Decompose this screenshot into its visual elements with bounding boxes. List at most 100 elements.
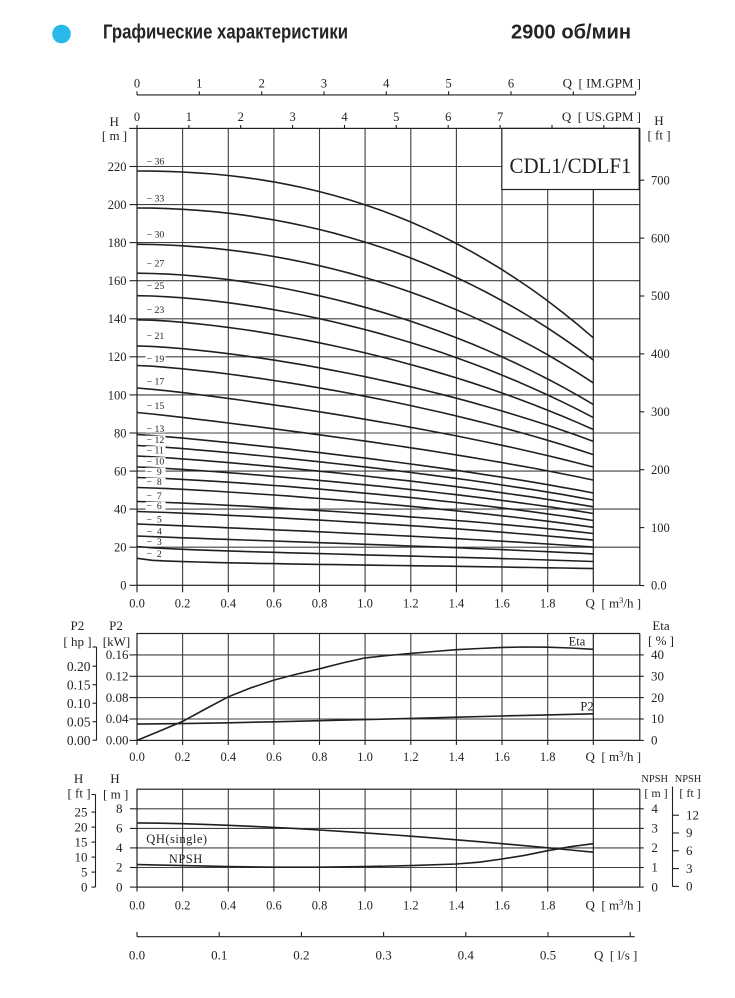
svg-text:2: 2 bbox=[259, 77, 265, 91]
svg-text:8: 8 bbox=[116, 801, 123, 816]
svg-text:40: 40 bbox=[114, 503, 127, 517]
svg-text:2: 2 bbox=[651, 840, 658, 855]
svg-text:Eta: Eta bbox=[569, 635, 586, 649]
svg-text:700: 700 bbox=[651, 173, 670, 187]
svg-text:− 11: − 11 bbox=[147, 445, 165, 456]
svg-text:[ % ]: [ % ] bbox=[648, 633, 674, 648]
svg-text:1.4: 1.4 bbox=[449, 597, 465, 611]
svg-text:− 8: − 8 bbox=[147, 477, 162, 488]
svg-text:− 6: − 6 bbox=[147, 501, 162, 512]
svg-text:60: 60 bbox=[114, 465, 127, 479]
svg-text:1.0: 1.0 bbox=[357, 750, 373, 764]
svg-text:3: 3 bbox=[321, 77, 327, 91]
svg-text:− 23: − 23 bbox=[147, 305, 165, 316]
svg-text:20: 20 bbox=[114, 541, 127, 555]
svg-text:3: 3 bbox=[289, 110, 295, 124]
svg-text:1.6: 1.6 bbox=[494, 750, 510, 764]
svg-text:0.5: 0.5 bbox=[540, 948, 556, 963]
svg-text:4: 4 bbox=[651, 801, 658, 816]
svg-text:0.1: 0.1 bbox=[211, 948, 227, 963]
svg-text:0.4: 0.4 bbox=[220, 750, 236, 764]
svg-text:0.4: 0.4 bbox=[220, 898, 236, 912]
svg-text:0.0: 0.0 bbox=[129, 898, 145, 912]
svg-text:NPSH: NPSH bbox=[641, 774, 668, 785]
svg-text:6: 6 bbox=[116, 821, 123, 836]
svg-text:3: 3 bbox=[686, 861, 693, 876]
svg-text:200: 200 bbox=[108, 198, 127, 212]
svg-text:0.0: 0.0 bbox=[129, 948, 145, 963]
svg-text:1.2: 1.2 bbox=[403, 898, 419, 912]
svg-text:Q [ m3/h ]: Q [ m3/h ] bbox=[586, 897, 642, 913]
svg-text:6: 6 bbox=[445, 110, 451, 124]
svg-text:0.4: 0.4 bbox=[220, 597, 236, 611]
svg-text:200: 200 bbox=[651, 463, 670, 477]
svg-text:4: 4 bbox=[383, 77, 390, 91]
svg-text:6: 6 bbox=[686, 843, 693, 858]
svg-text:140: 140 bbox=[108, 312, 127, 326]
svg-text:− 3: − 3 bbox=[147, 537, 162, 548]
svg-text:300: 300 bbox=[651, 405, 670, 419]
svg-text:− 25: − 25 bbox=[147, 281, 165, 292]
svg-text:9: 9 bbox=[686, 825, 693, 840]
svg-text:[ ft ]: [ ft ] bbox=[647, 128, 670, 143]
svg-text:1.8: 1.8 bbox=[540, 898, 556, 912]
svg-text:4: 4 bbox=[341, 110, 348, 124]
svg-text:1.8: 1.8 bbox=[540, 597, 556, 611]
svg-text:3: 3 bbox=[651, 821, 658, 836]
svg-text:0: 0 bbox=[134, 77, 140, 91]
svg-text:0.8: 0.8 bbox=[312, 750, 328, 764]
svg-text:H: H bbox=[110, 771, 119, 786]
svg-text:CDL1/CDLF1: CDL1/CDLF1 bbox=[510, 153, 632, 178]
svg-text:− 33: − 33 bbox=[147, 193, 165, 204]
svg-text:[ m ]: [ m ] bbox=[103, 787, 128, 802]
svg-text:10: 10 bbox=[75, 849, 88, 864]
svg-text:100: 100 bbox=[651, 521, 670, 535]
svg-text:− 9: − 9 bbox=[147, 467, 162, 478]
svg-text:0: 0 bbox=[81, 879, 88, 894]
svg-text:Q [ IM.GPM ]: Q [ IM.GPM ] bbox=[563, 76, 641, 91]
svg-text:0.2: 0.2 bbox=[175, 898, 191, 912]
svg-text:0.0: 0.0 bbox=[129, 597, 145, 611]
svg-text:H: H bbox=[654, 113, 663, 128]
svg-text:0.2: 0.2 bbox=[175, 597, 191, 611]
svg-text:0.08: 0.08 bbox=[106, 690, 129, 705]
svg-text:Q [ l/s ]: Q [ l/s ] bbox=[594, 948, 637, 963]
svg-text:0.20: 0.20 bbox=[67, 659, 91, 674]
svg-text:− 17: − 17 bbox=[147, 377, 165, 388]
svg-text:NPSH: NPSH bbox=[169, 852, 203, 866]
svg-text:− 4: − 4 bbox=[147, 527, 162, 538]
svg-text:0.8: 0.8 bbox=[312, 898, 328, 912]
svg-text:[ ft ]: [ ft ] bbox=[67, 786, 90, 801]
svg-text:0.0: 0.0 bbox=[651, 579, 667, 593]
svg-text:100: 100 bbox=[108, 388, 127, 402]
svg-text:− 12: − 12 bbox=[147, 435, 165, 446]
svg-text:H: H bbox=[74, 771, 83, 786]
svg-text:− 21: − 21 bbox=[147, 331, 165, 342]
svg-text:− 2: − 2 bbox=[147, 549, 162, 560]
svg-text:1.0: 1.0 bbox=[357, 597, 373, 611]
svg-text:160: 160 bbox=[108, 274, 127, 288]
svg-text:0: 0 bbox=[686, 879, 693, 894]
svg-text:0.2: 0.2 bbox=[175, 750, 191, 764]
svg-text:6: 6 bbox=[508, 77, 514, 91]
svg-text:P2: P2 bbox=[580, 700, 593, 714]
svg-text:0.6: 0.6 bbox=[266, 597, 282, 611]
svg-text:10: 10 bbox=[651, 711, 664, 726]
svg-text:0.05: 0.05 bbox=[67, 714, 91, 729]
svg-text:− 30: − 30 bbox=[147, 230, 165, 241]
svg-text:− 5: − 5 bbox=[147, 515, 162, 526]
svg-text:500: 500 bbox=[651, 289, 670, 303]
svg-text:[ hp ]: [ hp ] bbox=[63, 634, 91, 649]
svg-text:− 10: − 10 bbox=[147, 456, 165, 467]
svg-text:2900 об/мин: 2900 об/мин bbox=[511, 22, 631, 44]
svg-text:0.10: 0.10 bbox=[67, 696, 91, 711]
svg-text:20: 20 bbox=[651, 690, 664, 705]
svg-text:0: 0 bbox=[134, 110, 140, 124]
svg-text:0: 0 bbox=[116, 879, 123, 894]
svg-text:1.0: 1.0 bbox=[357, 898, 373, 912]
svg-text:1: 1 bbox=[651, 860, 658, 875]
svg-text:120: 120 bbox=[108, 350, 127, 364]
svg-text:0.00: 0.00 bbox=[106, 733, 129, 748]
svg-text:Q [ m3/h ]: Q [ m3/h ] bbox=[586, 595, 642, 611]
svg-text:− 36: − 36 bbox=[147, 156, 165, 167]
